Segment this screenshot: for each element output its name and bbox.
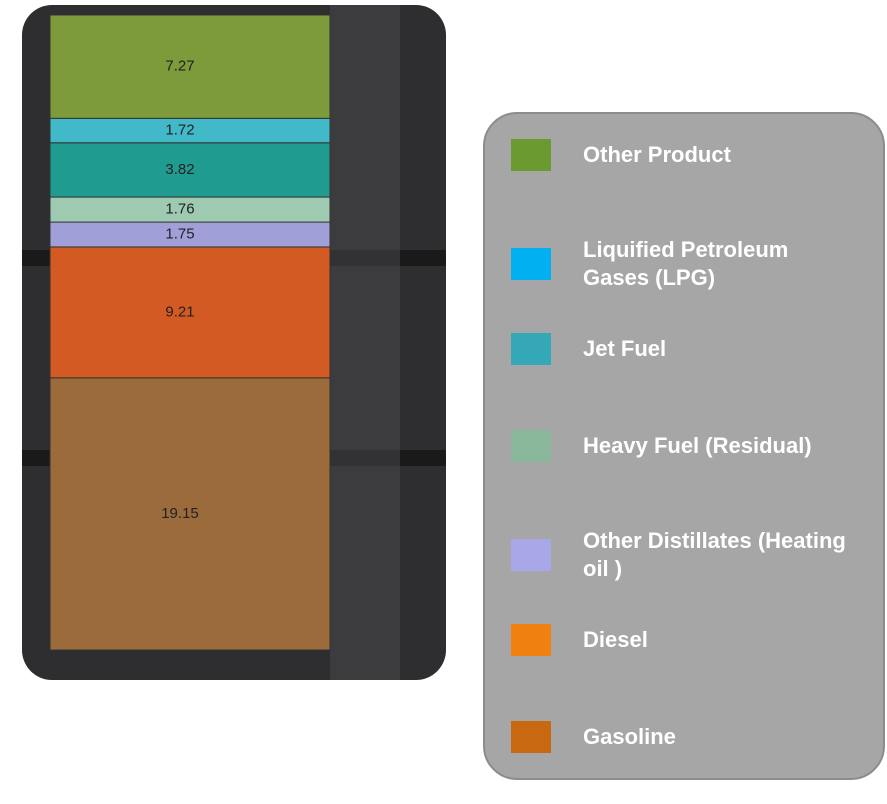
legend-swatch bbox=[511, 430, 551, 462]
legend-label: Jet Fuel bbox=[583, 336, 667, 361]
segment-label: 9.21 bbox=[165, 303, 194, 320]
legend-label: Other Distillates (Heating oil ) bbox=[583, 528, 846, 581]
segment-label: 1.76 bbox=[165, 201, 194, 218]
barrel-shine bbox=[330, 5, 400, 680]
segment-label: 3.82 bbox=[165, 161, 194, 178]
legend-label: Diesel bbox=[583, 627, 648, 652]
legend-swatch bbox=[511, 139, 551, 171]
segment-label: 7.27 bbox=[165, 58, 194, 75]
segment bbox=[49, 117, 331, 144]
segment bbox=[49, 14, 331, 119]
segment bbox=[49, 142, 331, 198]
legend-swatch bbox=[511, 248, 551, 280]
segment bbox=[49, 196, 331, 223]
legend-label: Other Product bbox=[583, 142, 731, 167]
legend-swatch bbox=[511, 539, 551, 571]
legend: Other Product Liquified Petroleum Gases (… bbox=[483, 112, 885, 780]
segment bbox=[49, 377, 331, 651]
segment bbox=[49, 246, 331, 379]
legend-swatch bbox=[511, 721, 551, 753]
legend-label: Liquified Petroleum Gases (LPG) bbox=[583, 237, 789, 290]
legend-item: Other Distillates (Heating oil ) bbox=[511, 527, 853, 583]
segment bbox=[49, 221, 331, 248]
segment-label: 1.72 bbox=[165, 122, 194, 139]
legend-item: Other Product bbox=[511, 139, 853, 171]
legend-item: Liquified Petroleum Gases (LPG) bbox=[511, 236, 853, 292]
segments: 19.15 9.21 1.75 1.76 3.82 1.72 7.27 bbox=[49, 14, 331, 651]
legend-swatch bbox=[511, 624, 551, 656]
segment-label: 1.75 bbox=[165, 225, 194, 242]
segment-label: 19.15 bbox=[161, 505, 199, 522]
legend-label: Heavy Fuel (Residual) bbox=[583, 433, 812, 458]
legend-item: Gasoline bbox=[511, 721, 853, 753]
legend-item: Jet Fuel bbox=[511, 333, 853, 365]
legend-swatch bbox=[511, 333, 551, 365]
legend-item: Heavy Fuel (Residual) bbox=[511, 430, 853, 462]
legend-label: Gasoline bbox=[583, 724, 676, 749]
legend-item: Diesel bbox=[511, 624, 853, 656]
